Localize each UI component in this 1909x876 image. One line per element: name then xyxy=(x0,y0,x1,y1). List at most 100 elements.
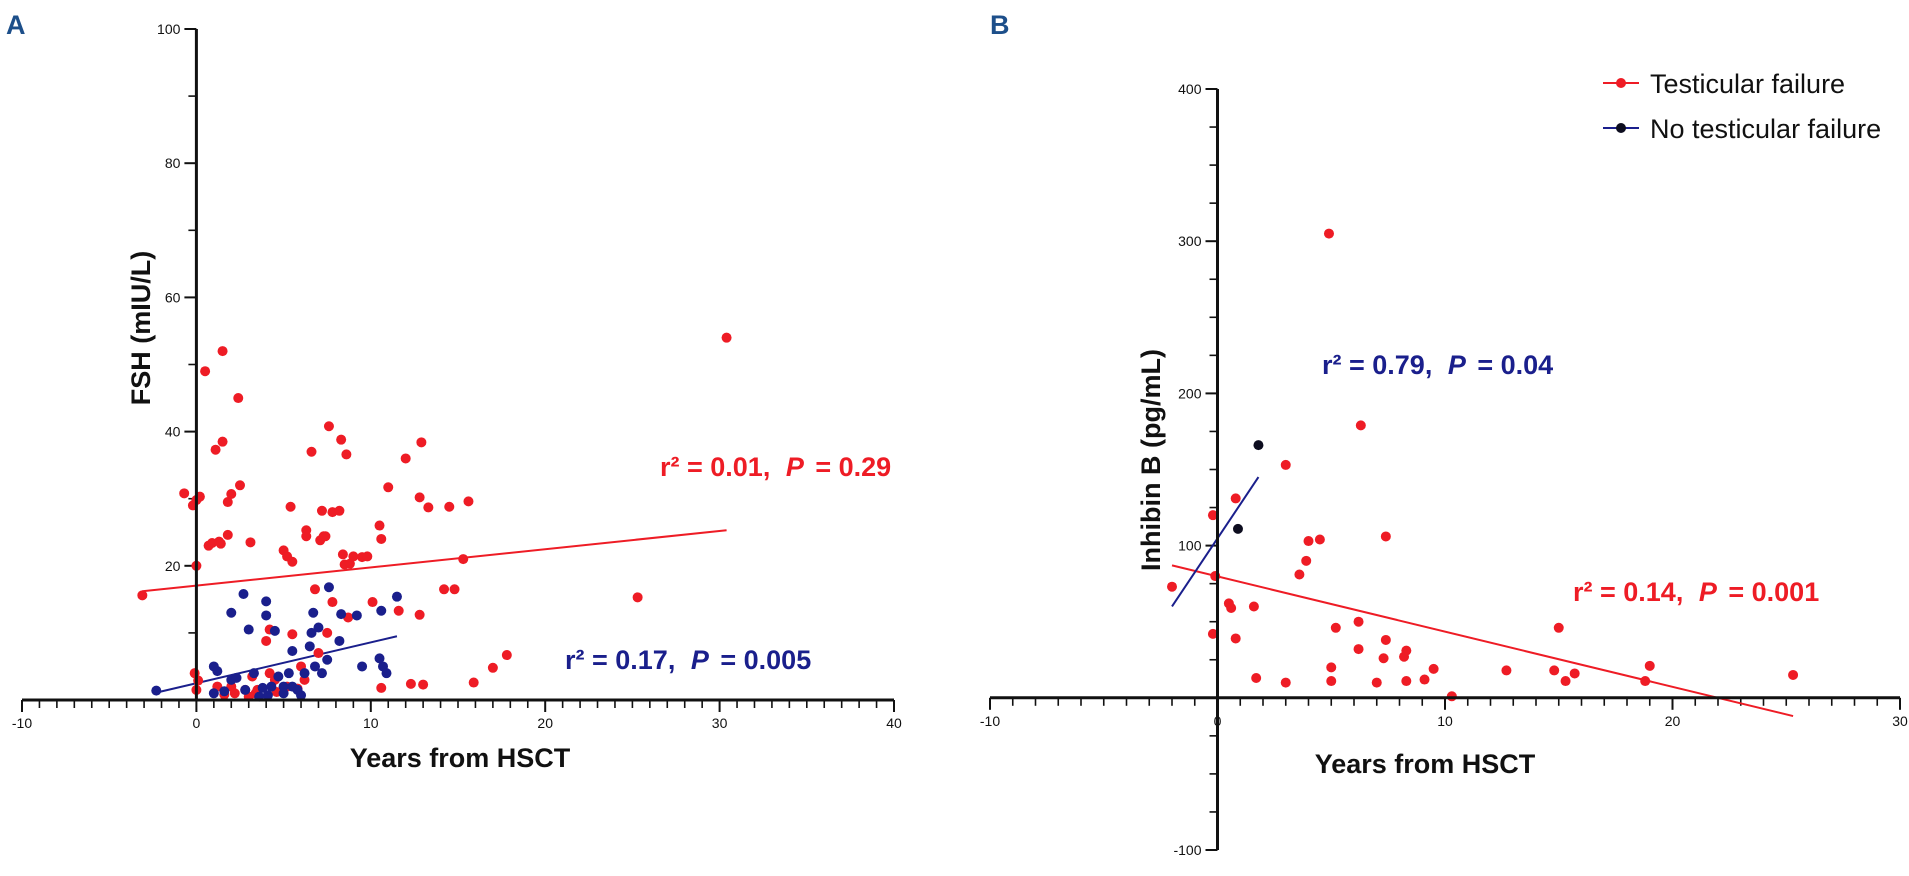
regression-line xyxy=(142,529,727,593)
data-point xyxy=(179,488,190,499)
data-point xyxy=(1378,653,1389,664)
data-point xyxy=(381,668,392,679)
data-point xyxy=(266,681,277,692)
panel-a-stat-blue-r2: r² = 0.17, xyxy=(565,645,675,675)
data-point xyxy=(322,654,333,665)
y-tick-label: 100 xyxy=(157,21,181,37)
data-point xyxy=(323,421,334,432)
data-point xyxy=(1207,510,1218,521)
legend-marker-testicular-failure xyxy=(1616,78,1626,88)
data-point xyxy=(287,646,298,657)
data-point xyxy=(1248,601,1259,612)
data-point xyxy=(1644,660,1655,671)
data-point xyxy=(1371,677,1382,688)
y-tick-label: 300 xyxy=(1178,233,1202,249)
data-point xyxy=(383,482,394,493)
data-point xyxy=(257,682,268,693)
data-point xyxy=(376,605,387,616)
data-point xyxy=(248,668,259,679)
data-point xyxy=(210,444,221,455)
data-point xyxy=(217,436,228,447)
data-point xyxy=(222,529,233,540)
data-point xyxy=(341,449,352,460)
data-point xyxy=(273,671,284,682)
x-tick-label: -10 xyxy=(980,713,1000,729)
panel-b-stat-red-pvalue: = 0.001 xyxy=(1728,577,1819,607)
data-point xyxy=(357,661,368,672)
data-point xyxy=(468,677,479,688)
data-point xyxy=(1167,581,1177,592)
panel-b-stat-blue-p: P xyxy=(1448,350,1467,380)
data-point xyxy=(323,582,334,593)
data-point xyxy=(261,610,272,621)
data-point xyxy=(151,685,162,696)
data-point xyxy=(336,434,347,445)
y-tick-label: 80 xyxy=(165,155,181,171)
data-point xyxy=(1230,493,1241,504)
panel-b-y-axis-title: Inhibin B (pg/mL) xyxy=(1136,349,1166,571)
panel-b-label: B xyxy=(990,10,1010,40)
data-point xyxy=(1419,674,1430,685)
panel-b-stat-red-r2: r² = 0.14, xyxy=(1573,577,1683,607)
data-point xyxy=(449,584,460,595)
data-point xyxy=(1280,677,1291,688)
data-point xyxy=(208,688,219,699)
panel-b-stat-blue: r² = 0.79, P = 0.04 xyxy=(1322,350,1553,380)
data-point xyxy=(1294,569,1305,580)
data-point xyxy=(362,551,373,562)
data-point xyxy=(316,505,327,516)
data-point xyxy=(309,661,320,672)
data-point xyxy=(200,366,211,377)
x-tick-label: 20 xyxy=(537,715,553,731)
regression-line xyxy=(1171,476,1260,608)
data-point xyxy=(262,690,273,701)
panel-a-stat-blue: r² = 0.17, P = 0.005 xyxy=(565,645,811,675)
data-point xyxy=(238,588,249,599)
data-point xyxy=(1330,622,1341,633)
panel-a-stat-red: r² = 0.01, P = 0.29 xyxy=(660,452,891,482)
data-point xyxy=(405,678,416,689)
data-point xyxy=(235,480,245,491)
data-point xyxy=(313,648,324,659)
data-point xyxy=(278,688,289,699)
data-point xyxy=(1232,523,1243,534)
data-point xyxy=(1553,622,1564,633)
data-point xyxy=(264,668,275,679)
data-point xyxy=(1788,669,1799,680)
panel-b-stat-red: r² = 0.14, P = 0.001 xyxy=(1573,577,1819,607)
data-point xyxy=(1207,628,1218,639)
data-point xyxy=(245,537,256,548)
data-point xyxy=(308,607,319,618)
data-point xyxy=(418,679,429,690)
data-point xyxy=(306,627,317,638)
data-point xyxy=(334,635,345,646)
data-point xyxy=(487,662,498,673)
data-point xyxy=(336,609,347,620)
legend-marker-no-testicular-failure xyxy=(1616,123,1626,133)
legend-label-testicular-failure: Testicular failure xyxy=(1650,69,1845,99)
data-point xyxy=(374,520,385,531)
data-point xyxy=(327,597,338,608)
data-point xyxy=(261,635,272,646)
data-point xyxy=(393,605,404,616)
data-point xyxy=(337,549,348,560)
legend-label-no-testicular-failure: No testicular failure xyxy=(1650,114,1881,144)
data-point xyxy=(1401,645,1412,656)
data-point xyxy=(269,625,280,636)
data-point xyxy=(376,682,387,693)
y-tick-label: -100 xyxy=(1173,842,1201,858)
data-point xyxy=(240,684,251,695)
data-point xyxy=(193,675,204,686)
data-point xyxy=(296,690,307,701)
data-point xyxy=(283,668,294,679)
data-point xyxy=(285,501,296,512)
data-point xyxy=(1230,633,1241,644)
data-point xyxy=(137,590,148,601)
data-point xyxy=(439,584,450,595)
data-point xyxy=(320,531,331,542)
panel-a-points xyxy=(137,332,732,702)
data-point xyxy=(226,607,237,618)
panel-b-points xyxy=(1167,228,1799,702)
panel-a-stat-red-pvalue: = 0.29 xyxy=(815,452,891,482)
data-point xyxy=(313,622,324,633)
